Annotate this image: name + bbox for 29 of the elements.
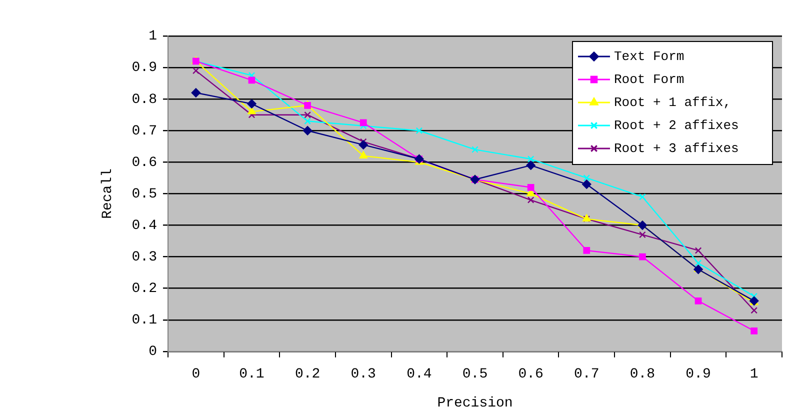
y-tick-label: 0.5 bbox=[132, 186, 158, 202]
x-tick-label: 0.3 bbox=[350, 366, 376, 383]
y-tick-label: 0.8 bbox=[132, 92, 158, 108]
y-tick-label: 0.6 bbox=[132, 154, 158, 171]
y-tick-label: 0.9 bbox=[132, 60, 158, 76]
x-tick-label: 0 bbox=[192, 366, 200, 383]
y-axis-title: Recall bbox=[100, 168, 116, 219]
x-tick-label: 0.7 bbox=[574, 366, 600, 383]
legend-label: Root Form bbox=[614, 72, 684, 87]
legend-label: Root + 3 affixes bbox=[614, 140, 739, 156]
y-tick-label: 0.4 bbox=[132, 218, 158, 234]
y-tick-label: 0.3 bbox=[132, 249, 158, 266]
y-tick-label: 1 bbox=[148, 28, 158, 45]
legend-label: Root + 2 affixes bbox=[614, 118, 739, 133]
x-tick-label: 0.8 bbox=[630, 366, 656, 383]
x-tick-label: 0.9 bbox=[686, 366, 711, 383]
x-tick-label: 0.5 bbox=[462, 366, 488, 383]
y-tick-label: 0.1 bbox=[132, 312, 158, 329]
y-tick-label: 0 bbox=[148, 344, 158, 360]
legend-label: Root + 1 affix, bbox=[614, 94, 732, 110]
y-tick-label: 0.7 bbox=[132, 123, 158, 140]
x-tick-label: 0.4 bbox=[406, 366, 432, 383]
x-tick-label: 0.2 bbox=[294, 366, 320, 383]
x-axis-title: Precision bbox=[437, 395, 513, 412]
x-tick-label: 1 bbox=[750, 366, 758, 383]
y-tick-label: 0.2 bbox=[132, 281, 158, 298]
x-tick-label: 0.1 bbox=[239, 366, 264, 383]
x-tick-label: 0.6 bbox=[518, 366, 544, 383]
legend-label: Text Form bbox=[614, 48, 684, 64]
